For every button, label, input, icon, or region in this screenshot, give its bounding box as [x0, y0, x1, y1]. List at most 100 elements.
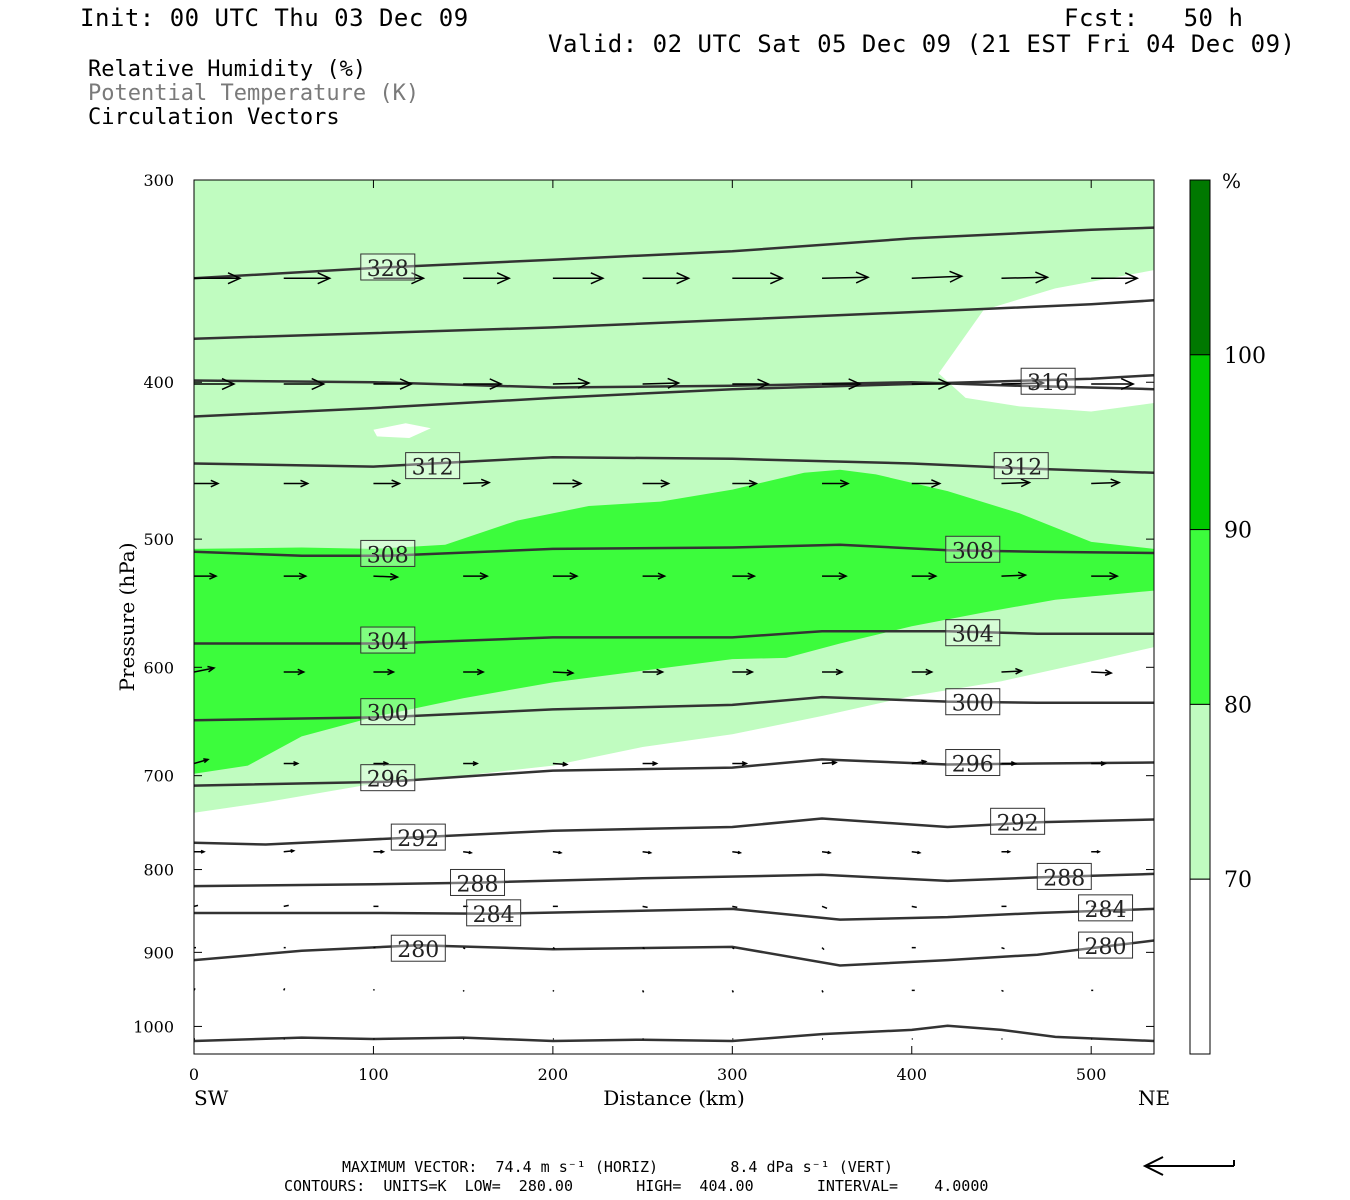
circulation-vector — [1001, 989, 1004, 993]
circulation-vector — [1091, 377, 1136, 391]
svg-text:288: 288 — [457, 872, 499, 897]
circulation-vector — [283, 988, 286, 991]
circulation-vector — [642, 760, 659, 767]
circulation-vector — [552, 572, 579, 581]
colorbar-label: 80 — [1224, 693, 1252, 718]
circulation-vector — [642, 946, 645, 950]
theta-contour-304 — [194, 629, 1154, 645]
svg-text:296: 296 — [367, 768, 409, 793]
circulation-vector — [552, 946, 556, 950]
circulation-vector — [641, 990, 645, 993]
contour-label-304: 304 — [945, 619, 1001, 648]
x-tick-label: 300 — [717, 1065, 748, 1084]
circulation-vector — [283, 760, 300, 767]
y-tick-label: 400 — [143, 373, 174, 392]
circulation-vector — [911, 759, 928, 765]
contour-label-292: 292 — [990, 807, 1046, 836]
forecast-hour: Fcst: 50 h — [1064, 4, 1244, 32]
circulation-vector — [821, 990, 824, 993]
init-time: Init: 00 UTC Thu 03 Dec 09 — [80, 4, 469, 32]
circulation-vector — [373, 668, 396, 676]
circulation-vector — [1091, 669, 1114, 677]
circulation-vector — [283, 848, 296, 854]
theta-contour-300 — [194, 695, 1154, 722]
x-tick-label: 0 — [189, 1065, 199, 1084]
circulation-vector — [821, 947, 825, 951]
contour-label-284: 284 — [466, 899, 522, 928]
y-tick-label: 600 — [143, 658, 174, 677]
circulation-vector — [463, 378, 503, 390]
circulation-vector — [1091, 272, 1140, 285]
svg-text:304: 304 — [952, 623, 994, 648]
circulation-vector — [822, 668, 844, 676]
colorbar-label: 90 — [1224, 519, 1252, 544]
circulation-vector — [372, 988, 375, 991]
circulation-vector — [642, 850, 653, 855]
svg-text:292: 292 — [997, 811, 1039, 836]
left-end-label: SW — [194, 1086, 229, 1110]
theta-contour-324 — [194, 299, 1154, 340]
svg-text:280: 280 — [397, 938, 439, 963]
svg-text:312: 312 — [1000, 456, 1042, 481]
y-tick-label: 900 — [143, 943, 174, 962]
circulation-vector — [462, 989, 465, 992]
circulation-vector — [911, 668, 934, 676]
circulation-vector — [1001, 571, 1028, 580]
theta-contour-284 — [194, 907, 1154, 921]
svg-text:292: 292 — [397, 827, 439, 852]
circulation-vector — [463, 850, 473, 855]
reference-arrow — [1142, 1156, 1235, 1176]
circulation-vector — [1091, 760, 1108, 767]
circulation-vector — [194, 377, 236, 391]
circulation-vector — [194, 572, 218, 580]
circulation-vector — [283, 572, 308, 580]
legend-rh: Relative Humidity (%) — [88, 57, 367, 82]
contour-label-300: 300 — [945, 688, 1001, 717]
x-tick-label: 500 — [1076, 1065, 1107, 1084]
circulation-vector — [1001, 849, 1012, 854]
circulation-vector — [642, 905, 648, 909]
circulation-vector — [552, 669, 575, 677]
theta-contour-296 — [194, 758, 1154, 787]
svg-text:328: 328 — [367, 257, 409, 282]
colorbar-label: 70 — [1224, 868, 1252, 893]
contour-label-280: 280 — [390, 934, 446, 963]
theta-contour-288 — [194, 872, 1154, 888]
circulation-vector — [1001, 478, 1032, 488]
theta-contour-312 — [194, 455, 1154, 475]
contour-label-288: 288 — [1036, 862, 1092, 891]
svg-text:296: 296 — [952, 753, 994, 778]
circulation-vector — [1001, 760, 1018, 767]
circulation-vector — [552, 479, 583, 489]
circulation-vector — [1001, 271, 1050, 284]
x-tick-label: 400 — [896, 1065, 927, 1084]
theta-contour-280 — [194, 939, 1154, 967]
circulation-vector — [373, 479, 402, 488]
contour-label-328: 328 — [360, 253, 416, 282]
theta-contour — [194, 1024, 1154, 1043]
svg-text:308: 308 — [952, 539, 994, 564]
legend-vectors: Circulation Vectors — [88, 105, 340, 130]
legend-theta: Potential Temperature (K) — [88, 81, 420, 106]
circulation-vector — [731, 990, 734, 993]
circulation-vector — [732, 479, 759, 488]
plot-frame — [193, 179, 1155, 1055]
rh-region-80 — [194, 469, 1154, 774]
svg-text:316: 316 — [1027, 371, 1069, 396]
circulation-vector — [821, 760, 838, 766]
circulation-vector — [642, 272, 691, 285]
contour-label-284: 284 — [1078, 894, 1134, 923]
x-tick-label: 100 — [358, 1065, 389, 1084]
colorbar-unit: % — [1222, 169, 1241, 193]
y-tick-label: 700 — [143, 767, 174, 786]
circulation-vector — [463, 478, 491, 488]
svg-text:308: 308 — [367, 543, 409, 568]
y-axis-label: Pressure (hPa) — [115, 543, 139, 692]
circulation-vector — [194, 904, 199, 908]
circulation-vector — [194, 758, 210, 765]
theta-contour-320 — [194, 373, 1154, 418]
circulation-vector — [732, 760, 749, 767]
circulation-vector — [283, 479, 310, 488]
circulation-vector — [194, 849, 206, 854]
contour-label-296: 296 — [360, 764, 416, 793]
